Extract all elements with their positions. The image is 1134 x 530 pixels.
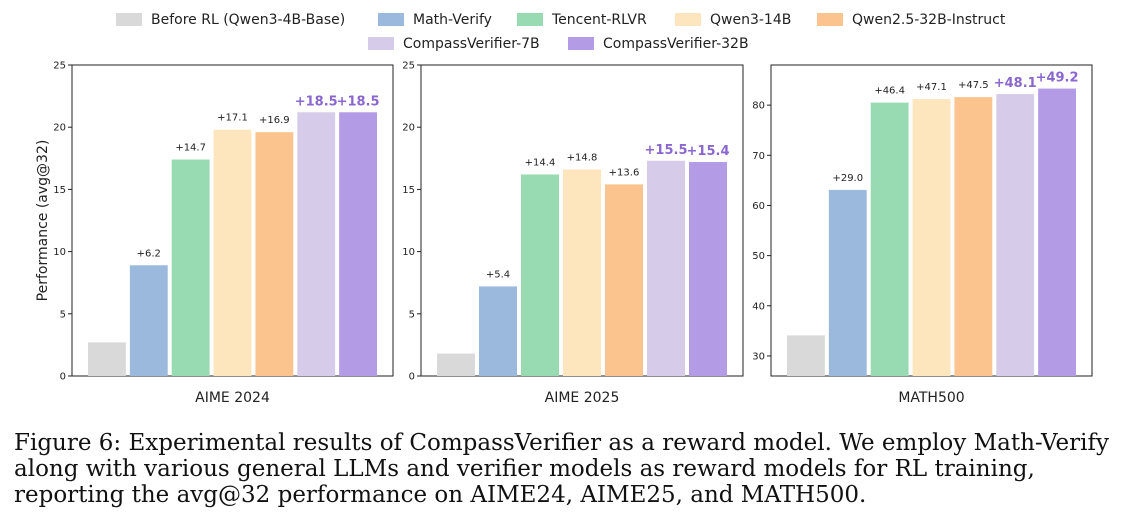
legend-label: CompassVerifier-7B [403, 36, 540, 52]
x-axis-label: MATH500 [898, 390, 964, 406]
bar-value-label: +49.2 [1036, 71, 1079, 86]
bar [437, 353, 475, 376]
legend-label: Qwen3-14B [710, 12, 791, 28]
y-tick-label: 15 [53, 185, 66, 196]
y-tick-label: 0 [60, 372, 66, 383]
legend-item: Math-Verify [378, 12, 492, 28]
y-tick-label: 25 [53, 61, 66, 72]
caption-text: Experimental results of CompassVerifier … [14, 430, 1109, 508]
legend-swatch [116, 13, 142, 26]
chart-panel: 0 5 10 15 20 25 +5.4 +14.4 +14.8 +13.6 +15.5 +15.4 A… [402, 61, 744, 406]
chart-panel: 0 5 10 15 20 25 +6.2 +14.7 +17.1 +16.9 +18.5+18.5 A… [35, 61, 394, 406]
bar [689, 162, 727, 376]
bar-value-label: +18.5 [295, 94, 338, 109]
y-tick-label: 40 [752, 301, 765, 312]
y-tick-label: 60 [752, 201, 765, 212]
bar [171, 159, 210, 376]
x-axis-label: AIME 2024 [195, 390, 270, 406]
bar [479, 286, 517, 376]
legend-label: CompassVerifier-32B [603, 36, 749, 52]
legend-swatch [817, 13, 843, 26]
bar-value-label: +29.0 [832, 173, 863, 184]
bar-value-label: +14.7 [175, 143, 206, 154]
y-axis-label: Performance (avg@32) [35, 140, 51, 302]
legend-label: Before RL (Qwen3-4B-Base) [151, 12, 345, 28]
y-tick-label: 25 [402, 61, 415, 72]
bar [521, 174, 559, 376]
bar-value-label: +14.8 [567, 152, 598, 163]
bar [255, 132, 294, 376]
y-tick-label: 5 [60, 309, 66, 320]
legend-item: Tencent-RLVR [517, 12, 647, 28]
bar-value-label: +47.5 [958, 80, 989, 91]
chart-panel: 30 40 50 60 70 80 +29.0 +46.4 +47.1 +47.5 +48.1+49… [752, 64, 1093, 406]
bar [339, 112, 377, 376]
legend-label: Math-Verify [413, 12, 492, 28]
bar [297, 112, 336, 376]
bar-value-label: +14.4 [525, 157, 556, 168]
y-tick-label: 50 [752, 251, 765, 262]
legend-label: Qwen2.5-32B-Instruct [852, 12, 1006, 28]
bar-value-label: +5.4 [486, 269, 510, 280]
bar [605, 184, 643, 376]
bar-value-label: +16.9 [259, 115, 290, 126]
legend-item: Before RL (Qwen3-4B-Base) [116, 12, 345, 28]
figure-caption: Figure 6: Experimental results of Compas… [14, 430, 1122, 508]
y-tick-label: 20 [53, 123, 66, 134]
bar [563, 169, 601, 376]
bar [787, 335, 825, 376]
bar-value-label: +6.2 [137, 248, 161, 259]
bar [828, 189, 867, 376]
y-tick-label: 15 [402, 185, 415, 196]
bar [647, 160, 685, 376]
figure-chart: Before RL (Qwen3-4B-Base) Math-Verify Tenc… [35, 12, 1093, 406]
bar-value-label: +15.4 [687, 144, 730, 159]
bar-value-label: +17.1 [217, 113, 248, 124]
y-tick-label: 70 [752, 151, 765, 162]
chart-panels: 0 5 10 15 20 25 +6.2 +14.7 +17.1 +16.9 +18.5+18.5 A… [35, 61, 1093, 406]
legend: Before RL (Qwen3-4B-Base) Math-Verify Tenc… [116, 12, 1006, 52]
legend-swatch [378, 13, 404, 26]
bar [88, 342, 126, 376]
y-tick-label: 80 [752, 101, 765, 112]
bar-value-label: +18.5 [337, 94, 380, 109]
bar-value-label: +48.1 [994, 76, 1037, 91]
y-tick-label: 20 [402, 123, 415, 134]
legend-swatch [675, 13, 701, 26]
bar [213, 129, 252, 376]
caption-label: Figure 6: [14, 430, 122, 456]
bar-value-label: +13.6 [609, 167, 640, 178]
legend-item: CompassVerifier-7B [368, 36, 540, 52]
bar-value-label: +47.1 [916, 82, 947, 93]
x-axis-label: AIME 2025 [545, 390, 620, 406]
bar-value-label: +15.5 [645, 143, 688, 158]
y-tick-label: 5 [409, 309, 415, 320]
y-tick-label: 0 [409, 372, 415, 383]
legend-item: Qwen3-14B [675, 12, 791, 28]
legend-item: Qwen2.5-32B-Instruct [817, 12, 1006, 28]
bar-value-label: +46.4 [874, 86, 905, 97]
y-tick-label: 10 [53, 247, 66, 258]
y-tick-label: 10 [402, 247, 415, 258]
bar [912, 99, 951, 376]
legend-label: Tencent-RLVR [551, 12, 647, 28]
bar [1038, 88, 1076, 376]
legend-item: CompassVerifier-32B [568, 36, 749, 52]
legend-swatch [368, 37, 394, 50]
bar [954, 97, 993, 377]
bar [870, 102, 909, 376]
y-tick-label: 30 [752, 351, 765, 362]
bar [129, 265, 168, 376]
legend-swatch [568, 37, 594, 50]
legend-swatch [517, 13, 543, 26]
bar [996, 94, 1035, 376]
